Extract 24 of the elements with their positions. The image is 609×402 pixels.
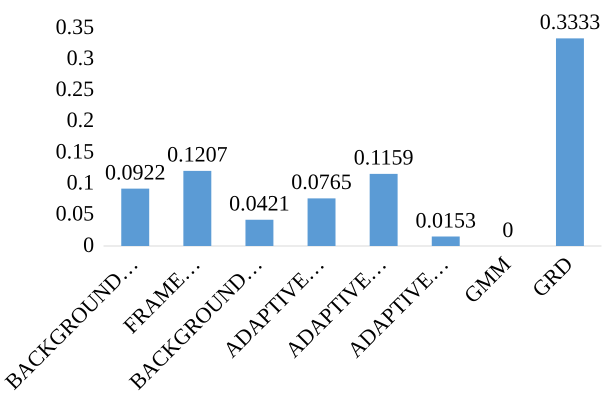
data-label: 0.0922 [104,159,166,184]
data-label: 0.0421 [229,190,290,216]
bar [370,174,398,246]
y-tick-label: 0 [83,232,94,257]
data-label: 0.3333 [540,9,600,34]
bar [308,198,336,246]
bar [121,188,150,246]
bar [183,170,212,246]
y-tick-label: 0.2 [66,107,94,132]
bar [556,38,584,246]
data-label: 0.1159 [354,144,414,170]
y-tick-label: 0.3 [66,44,94,70]
y-tick-label: 0.35 [56,14,94,39]
data-label: 0 [502,216,514,242]
data-label: 0.0153 [415,207,476,232]
y-tick-label: 0.25 [56,76,94,102]
y-tick-label: 0.15 [56,138,94,164]
bar [432,236,460,246]
data-label: 0.1207 [167,142,228,167]
y-tick-label: 0.1 [66,170,94,194]
x-tick-label: GRD [527,251,578,302]
y-tick-label: 0.05 [56,200,94,226]
bar [245,220,274,246]
data-label: 0.0765 [291,169,352,194]
